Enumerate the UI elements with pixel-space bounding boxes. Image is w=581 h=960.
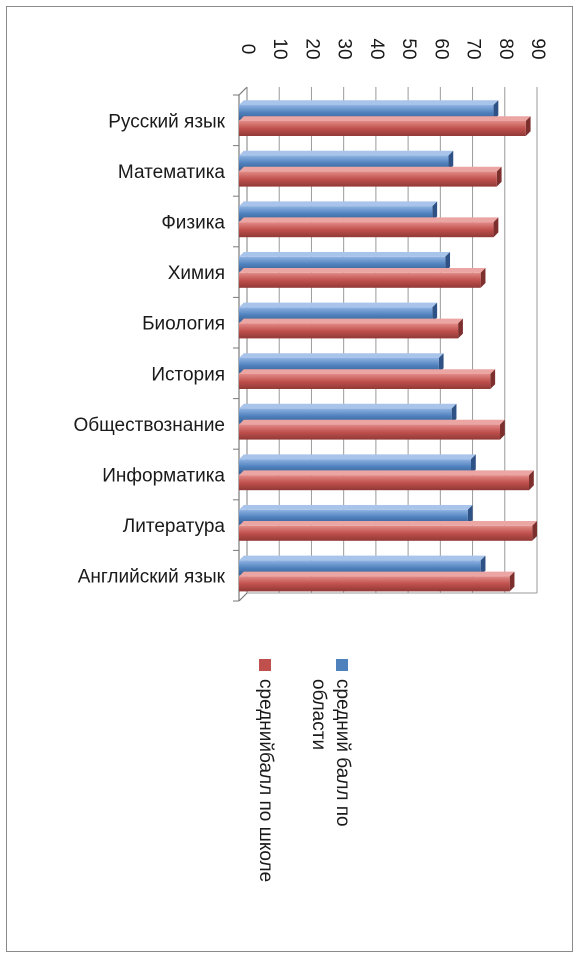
category-label: Физика: [161, 213, 225, 234]
bar-end-face: [496, 166, 502, 187]
bar-school: [239, 419, 505, 440]
bar-front-face: [239, 525, 533, 541]
bar-top-face: [239, 252, 451, 257]
value-axis-ticks: 0 10 20 30 40 50 60 70 80 90: [237, 38, 548, 59]
bar-front-face: [239, 374, 491, 389]
tick-label: 0: [237, 44, 258, 55]
legend: средний балл пообласти среднийбалл по шко…: [255, 659, 353, 882]
bar-top-face: [239, 302, 438, 308]
bar-top-face: [239, 201, 438, 207]
category-label: Обществознание: [73, 415, 225, 436]
bar-end-face: [480, 555, 486, 576]
bar-top-face: [239, 470, 534, 476]
bar-front-face: [239, 424, 500, 440]
bar-front-face: [239, 272, 481, 288]
bar-front-face: [239, 171, 497, 187]
bar-top-face: [239, 369, 496, 374]
bar-end-face: [529, 470, 534, 491]
tick-label: 40: [366, 38, 387, 59]
bar-school: [239, 268, 486, 288]
bar-end-face: [432, 302, 438, 323]
tick-label: 30: [334, 38, 355, 59]
bar-end-face: [451, 403, 457, 424]
tick-label: 70: [463, 38, 484, 59]
bar-top-face: [239, 419, 505, 425]
category-label: Биология: [142, 314, 225, 335]
bar-end-face: [438, 353, 444, 373]
bar-top-face: [239, 116, 531, 121]
bar-school: [239, 217, 499, 238]
bar-end-face: [458, 318, 463, 339]
bar-front-face: [239, 475, 529, 491]
bar-top-face: [239, 521, 538, 526]
bar-top-face: [239, 150, 454, 156]
bar-top-face: [239, 166, 502, 172]
tick-label: 10: [269, 38, 290, 59]
bar-end-face: [490, 369, 496, 389]
bar-end-face: [493, 217, 499, 238]
bar-school: [239, 318, 463, 339]
tick-label: 20: [301, 38, 322, 59]
bars-layer: [239, 100, 538, 592]
bar-end-face: [471, 454, 476, 475]
category-label: История: [151, 364, 225, 385]
legend-swatch: [336, 659, 348, 671]
bar-school: [239, 116, 531, 136]
bar-end-face: [448, 150, 454, 171]
bar-school: [239, 369, 496, 389]
category-label: Информатика: [102, 466, 225, 487]
category-label: Химия: [168, 263, 225, 284]
tick-label: 90: [527, 38, 548, 59]
bar-top-face: [239, 318, 463, 324]
bar-end-face: [493, 100, 499, 120]
category-labels: Русский язык Математика Физика Химия Биологи…: [73, 111, 225, 587]
bar-end-face: [467, 505, 473, 525]
bar-top-face: [239, 454, 476, 460]
bar-top-face: [239, 403, 457, 409]
bar-top-face: [239, 571, 515, 577]
bar-school: [239, 571, 515, 592]
bar-top-face: [239, 268, 486, 273]
category-label: Литература: [123, 516, 226, 537]
bar-top-face: [239, 217, 499, 223]
bar-top-face: [239, 555, 486, 561]
bar-front-face: [239, 222, 494, 238]
bar-end-face: [509, 571, 515, 592]
bar-end-face: [532, 521, 538, 541]
bar-front-face: [239, 576, 510, 592]
axis-depth-line: [238, 86, 248, 96]
bar-top-face: [239, 505, 473, 510]
legend-label: среднийбалл по школе: [255, 679, 276, 882]
category-label: Английский язык: [78, 567, 226, 588]
bar-school: [239, 470, 534, 491]
legend-swatch: [259, 659, 271, 671]
tick-label: 80: [495, 38, 516, 59]
chart-frame: Русский язык Математика Физика Химия Биологи…: [6, 6, 573, 952]
bar-chart: Русский язык Математика Физика Химия Биологи…: [73, 38, 548, 882]
bar-end-face: [445, 252, 451, 272]
bar-school: [239, 166, 502, 187]
axis-depth-line: [238, 592, 248, 602]
bar-end-face: [432, 201, 438, 222]
bar-front-face: [239, 323, 459, 339]
bar-front-face: [239, 121, 526, 136]
bar-end-face: [525, 116, 531, 136]
bar-top-face: [239, 353, 444, 358]
category-label: Русский язык: [108, 111, 225, 132]
category-label: Математика: [118, 162, 226, 183]
tick-label: 50: [398, 38, 419, 59]
legend-label: средний балл пообласти: [308, 679, 353, 827]
tick-label: 60: [430, 38, 451, 59]
bar-end-face: [500, 419, 505, 440]
bar-end-face: [480, 268, 486, 288]
bar-school: [239, 521, 538, 541]
bar-top-face: [239, 100, 499, 105]
